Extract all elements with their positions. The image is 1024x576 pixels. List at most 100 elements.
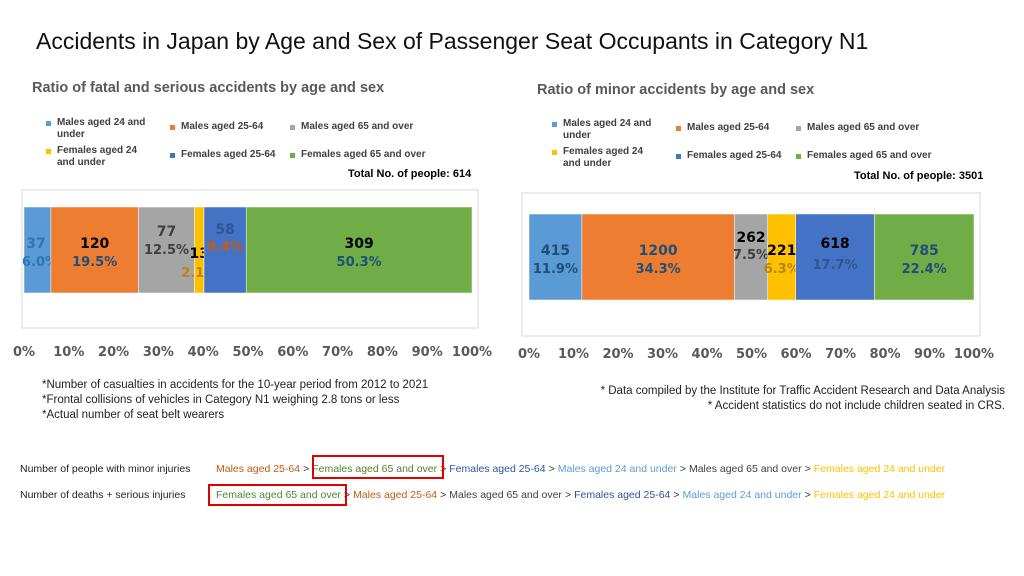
legend-minor: Males aged 24 and under Males aged 25-64 M… [552,118,1022,178]
notes-right: * Data compiled by the Institute for Tra… [601,384,1005,414]
ranking-separator: > [548,463,555,475]
legend-item-females-aged-24-and-under: Females aged 24 and under [46,145,156,169]
legend-label: Males aged 24 and under [563,118,652,141]
legend-swatch [290,153,295,158]
highlight-box-minor [312,455,444,479]
data-label-percent: 6.3% [764,262,800,277]
data-label-count: 58 [215,222,234,238]
data-label-percent: 19.5% [72,255,117,270]
plot-frame [21,189,479,329]
legend-item-females-aged-25-64: Females aged 25-64 [170,149,290,161]
highlight-box-serious [208,484,347,506]
bar-segment-males-aged-65-and-over [138,206,195,294]
x-tick-label: 60% [780,347,811,362]
data-label-percent: 22.4% [902,262,947,277]
x-tick-label: 80% [367,345,398,360]
data-label-percent: 34.3% [636,262,681,277]
x-tick-label: 100% [954,347,994,362]
bar-segment-females-aged-24-and-under [767,213,796,301]
data-label-percent: 50.3% [337,255,382,270]
legend-label: Males aged 25-64 [181,121,264,132]
ranking-item-males-aged-25-64: Males aged 25-64 [353,489,438,501]
data-label-count: 262 [736,230,765,246]
data-label-count: 618 [820,236,849,252]
bar-segment-males-aged-24-and-under [23,206,52,294]
data-label-count: 120 [80,236,109,252]
ranking-label: Number of people with minor injuries [20,463,191,475]
x-tick-label: 40% [188,345,219,360]
ranking-item-females-aged-25-64: Females aged 25-64 [574,489,671,501]
plot-frame [521,192,981,337]
ranking-separator: > [804,489,811,501]
data-label-percent: 17.7% [813,258,858,273]
x-tick-label: 50% [736,347,767,362]
ranking-item-males-aged-24-and-under: Males aged 24 and under [682,489,802,501]
ranking-item-females-aged-25-64: Females aged 25-64 [449,463,546,475]
ranking-item-males-aged-24-and-under: Males aged 24 and under [557,463,677,475]
x-tick-label: 20% [602,347,633,362]
legend-item-males-aged-65-and-over: Males aged 65 and over [796,122,956,134]
bar-segment-females-aged-25-64 [795,213,875,301]
ranking-item-males-aged-65-and-over: Males aged 65 and over [688,463,802,475]
ranking-item-females-aged-65-and-over: Females aged 65 and over [312,463,438,475]
ranking-item-males-aged-65-and-over: Males aged 65 and over [449,489,562,501]
legend-label: Females aged 25-64 [181,149,276,160]
x-tick-label: 30% [647,347,678,362]
bar-segment-males-aged-65-and-over [734,213,768,301]
note-line: *Actual number of seat belt wearers [42,409,225,421]
ranking-item-males-aged-25-64: Males aged 25-64 [216,463,301,475]
note-line: * Accident statistics do not include chi… [707,400,1005,412]
data-label-percent: 6.0% [22,255,58,270]
ranking-separator: > [673,489,680,501]
legend-swatch [46,149,51,154]
data-label-count: 37 [26,236,45,252]
data-label-count: 415 [541,243,570,259]
notes-left: *Number of casualties in accidents for t… [42,378,428,423]
legend-label: Males aged 65 and over [301,121,414,132]
x-tick-label: 0% [13,345,35,360]
data-label-percent: 7.5% [733,248,769,263]
ranking-item-females-aged-24-and-under: Females aged 24 and under [813,463,946,475]
legend-item-males-aged-25-64: Males aged 25-64 [676,122,786,134]
legend-swatch [170,153,175,158]
legend-item-males-aged-65-and-over: Males aged 65 and over [290,121,450,133]
legend-swatch [676,126,681,131]
data-label-count: 77 [157,224,176,240]
legend-swatch [170,125,175,130]
total-people-fatal-serious: Total No. of people: 614 [348,168,472,180]
x-tick-label: 100% [452,345,492,360]
legend-label: Females aged 65 and over [301,149,426,160]
x-tick-label: 90% [914,347,945,362]
x-tick-label: 80% [869,347,900,362]
data-label-count: 309 [344,236,373,252]
ranking-separator: > [440,489,447,501]
x-tick-label: 0% [518,347,540,362]
bar-segment-females-aged-65-and-over [874,213,975,301]
x-tick-label: 90% [412,345,443,360]
legend-swatch [290,125,295,130]
ranking-minor-injuries: Number of people with minor injuries Male… [20,463,945,475]
note-line: *Number of casualties in accidents for t… [42,379,429,391]
legend-label: Males aged 24 and under [57,117,146,140]
x-tick-label: 60% [277,345,308,360]
legend-item-females-aged-24-and-under: Females aged 24 and under [552,146,662,170]
x-tick-label: 10% [558,347,589,362]
bar-segment-females-aged-65-and-over [245,206,473,294]
data-label-count: 785 [910,243,939,259]
bar-segment-females-aged-25-64 [203,206,247,294]
note-line: *Frontal collisions of vehicles in Categ… [42,394,400,406]
legend-label: Males aged 25-64 [687,122,770,133]
x-tick-label: 50% [232,345,263,360]
bar-segment-males-aged-25-64 [581,213,735,301]
ranking-separator: > [564,489,572,501]
legend-swatch [552,122,557,127]
legend-item-females-aged-65-and-over: Females aged 65 and over [796,150,966,162]
x-tick-label: 40% [691,347,722,362]
legend-swatch [796,126,801,131]
legend-swatch [796,154,801,159]
x-tick-label: 20% [98,345,129,360]
legend-item-females-aged-65-and-over: Females aged 65 and over [290,149,460,161]
data-label-count: 1200 [639,243,678,259]
